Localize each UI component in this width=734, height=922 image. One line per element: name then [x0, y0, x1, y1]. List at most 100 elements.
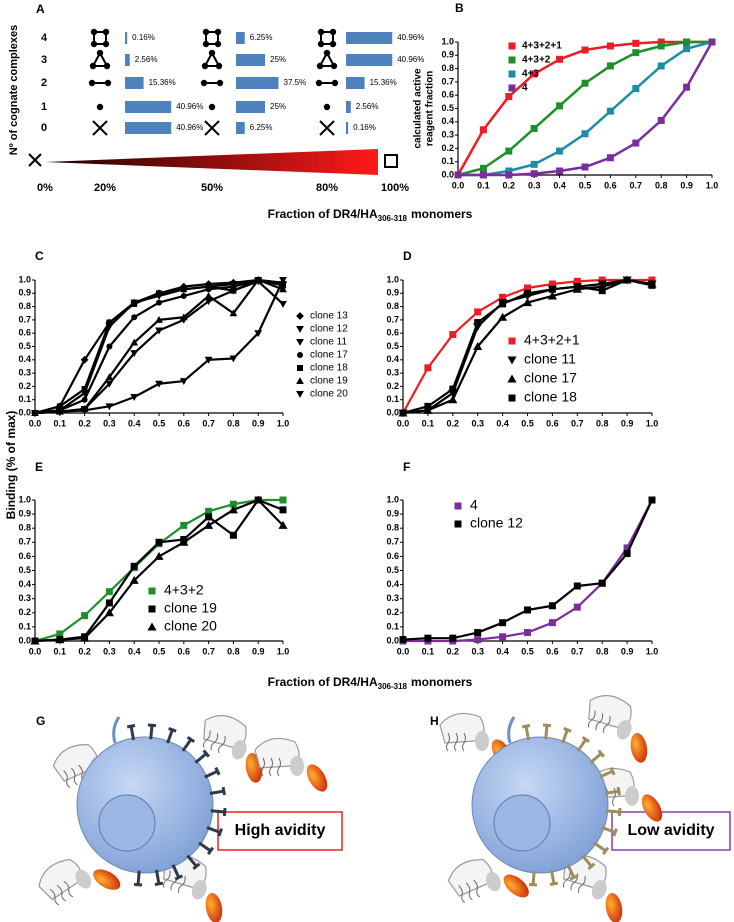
surface-receptor — [210, 809, 225, 814]
x-axis-label-subscript: 306-318 — [378, 214, 408, 223]
y-tick-label: 0.2 — [18, 607, 31, 617]
marker — [130, 350, 139, 358]
marker — [547, 291, 557, 300]
y-tick-label: 0.8 — [386, 301, 399, 311]
marker — [449, 634, 457, 642]
peptide-chain — [63, 880, 74, 898]
legend-label: clone 12 — [470, 515, 523, 531]
tcr-domain — [290, 756, 304, 776]
x-axis-label: Fraction of DR4/HA306-318 monomers — [268, 675, 473, 691]
x-axis-label-suffix: monomers — [411, 675, 473, 689]
legend-label: clone 12 — [310, 324, 348, 335]
peptide-chain — [56, 884, 67, 902]
icon-dot — [201, 62, 209, 70]
marker — [474, 629, 482, 637]
peptide-chain — [277, 757, 281, 777]
y-tick-label: 0.0 — [386, 407, 399, 417]
series-line — [456, 40, 712, 176]
marker — [573, 582, 581, 590]
marker — [524, 289, 531, 297]
bar — [236, 32, 245, 44]
marker — [548, 280, 556, 288]
surface-receptor-cap — [217, 828, 223, 837]
tcr-domain — [191, 880, 207, 900]
x-tick-label: 1.0 — [646, 418, 659, 428]
marker — [105, 403, 114, 411]
x-tick-label: 0.0 — [29, 418, 42, 428]
series-line — [34, 498, 283, 643]
surface-receptor-cap — [126, 724, 136, 729]
marker — [105, 380, 114, 388]
marker — [279, 285, 287, 293]
icon-dot — [88, 79, 96, 87]
x-tick-label: 0.8 — [227, 418, 240, 428]
marker — [530, 160, 538, 168]
receptor-complex — [439, 712, 513, 767]
peptide-chain — [603, 716, 611, 734]
mhc-tetramer — [93, 869, 121, 890]
x-tick-label: 0.1 — [54, 646, 67, 656]
caption: High avidity — [235, 822, 326, 839]
marker — [279, 496, 287, 504]
marker — [498, 312, 508, 321]
marker — [581, 79, 589, 87]
marker — [204, 356, 213, 364]
marker — [479, 164, 487, 172]
marker — [505, 147, 513, 155]
marker — [556, 55, 564, 63]
icon-dot — [215, 62, 223, 70]
marker — [179, 378, 188, 385]
x-tick-label: 0.5 — [153, 646, 166, 656]
marker — [399, 636, 407, 644]
surface-receptor-cap — [147, 723, 157, 728]
mhc-tetramer — [205, 893, 223, 922]
surface-receptor-cap — [542, 723, 552, 728]
marker — [180, 292, 187, 299]
marker — [632, 139, 640, 147]
receptor-complex — [254, 737, 328, 792]
y-tick-label: 0.3 — [386, 593, 399, 603]
x-tick-label: 0.2 — [78, 646, 91, 656]
marker — [449, 331, 457, 339]
surface-receptor-cap — [222, 807, 227, 817]
series-line — [457, 40, 712, 177]
bar — [125, 77, 144, 89]
peptide-chain — [578, 876, 586, 894]
y-tick-label: 0.9 — [441, 50, 454, 60]
marker — [228, 505, 238, 514]
complex-icon — [96, 103, 104, 111]
x-tick-label: 0.2 — [78, 418, 91, 428]
y-tick-label: 0.1 — [386, 394, 399, 404]
surface-receptor — [566, 864, 576, 879]
y-axis-label: calculated active — [413, 68, 424, 148]
marker — [479, 126, 487, 134]
x-tick-label: 0.2 — [447, 418, 460, 428]
x-tick-label: 0.9 — [621, 418, 634, 428]
icon-dot — [202, 28, 210, 36]
icon-dot — [316, 62, 324, 70]
marker — [499, 300, 507, 308]
complex-icon — [89, 49, 111, 70]
peptide-chain — [562, 870, 571, 888]
scale-label: 50% — [201, 182, 223, 194]
surface-receptor-cap — [617, 807, 622, 817]
y-tick-label: 1.0 — [441, 36, 454, 46]
surface-receptor-cap — [581, 735, 591, 743]
marker — [131, 314, 138, 321]
marker — [56, 403, 63, 410]
surface-receptor — [589, 752, 603, 764]
y-tick-label: 0.4 — [441, 116, 454, 126]
tcr-domain — [231, 740, 247, 760]
marker — [499, 619, 507, 627]
legend-label: 4 — [470, 497, 478, 513]
bar — [346, 32, 393, 44]
surface-receptor-cap — [174, 874, 184, 881]
marker — [708, 38, 716, 46]
x-tick-label: 0.2 — [503, 180, 516, 190]
y-tick-label: 0.6 — [18, 328, 31, 338]
x-icon — [28, 153, 42, 167]
marker — [179, 316, 188, 324]
icon-dot — [96, 103, 104, 111]
marker — [104, 608, 114, 617]
row-label: 2 — [41, 77, 47, 89]
